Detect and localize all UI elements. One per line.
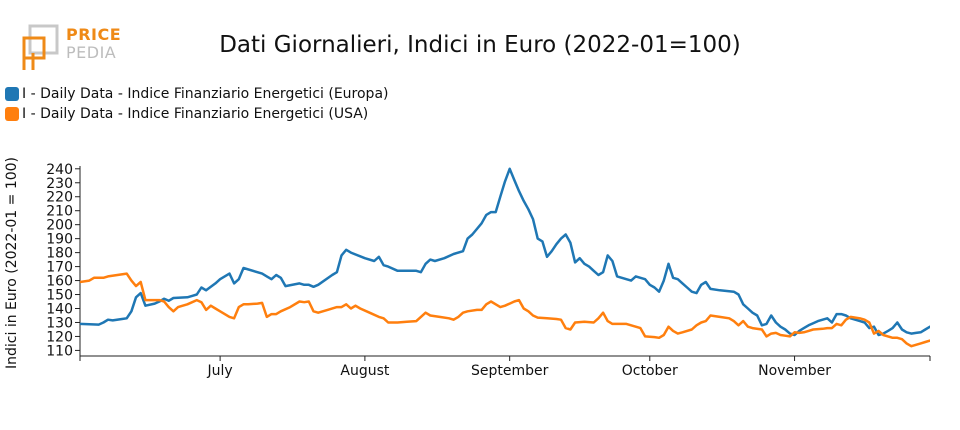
- y-tick-label: 110: [46, 343, 73, 359]
- y-tick-label: 120: [46, 329, 73, 345]
- legend-swatch-europa: [5, 87, 19, 101]
- logo-word-pedia: PEDIA: [66, 43, 117, 62]
- y-tick-label: 130: [46, 315, 73, 331]
- y-tick-label: 220: [46, 190, 73, 206]
- pricepedia-logo: PRICE PEDIA: [20, 24, 130, 74]
- y-tick-label: 210: [46, 204, 73, 220]
- y-tick-label: 140: [46, 302, 73, 318]
- x-tick-label: August: [340, 363, 390, 379]
- series-line-usa: [80, 272, 930, 348]
- y-tick-label: 200: [46, 218, 73, 234]
- series-line-europa: [80, 167, 930, 337]
- legend-swatch-usa: [5, 107, 19, 121]
- y-tick-label: 240: [46, 162, 73, 178]
- legend-item-europa[interactable]: I - Daily Data - Indice Finanziario Ener…: [5, 84, 388, 104]
- y-tick-label: 160: [46, 274, 73, 290]
- y-axis: 1101201301401501601701801902002102202302…: [46, 162, 81, 359]
- y-tick-label: 150: [46, 288, 73, 304]
- chart-legend: I - Daily Data - Indice Finanziario Ener…: [5, 84, 388, 124]
- y-tick-label: 230: [46, 176, 73, 192]
- legend-item-usa[interactable]: I - Daily Data - Indice Finanziario Ener…: [5, 104, 388, 124]
- legend-label-usa: I - Daily Data - Indice Finanziario Ener…: [22, 106, 369, 122]
- chart-title: Dati Giornalieri, Indici in Euro (2022-0…: [219, 32, 741, 58]
- series-layer: [80, 167, 930, 348]
- y-axis-label: Indici in Euro (2022-01 = 100): [4, 157, 20, 369]
- y-tick-label: 180: [46, 246, 73, 262]
- x-axis: July August September October November: [79, 355, 931, 379]
- x-tick-label: September: [471, 363, 549, 379]
- logo-word-price: PRICE: [66, 25, 122, 44]
- x-tick-label: July: [207, 363, 233, 379]
- logo-mark-icon: [22, 24, 59, 70]
- x-tick-label: October: [622, 363, 678, 379]
- legend-label-europa: I - Daily Data - Indice Finanziario Ener…: [22, 86, 389, 102]
- y-tick-label: 170: [46, 260, 73, 276]
- x-tick-label: November: [758, 363, 831, 379]
- y-tick-label: 190: [46, 232, 73, 248]
